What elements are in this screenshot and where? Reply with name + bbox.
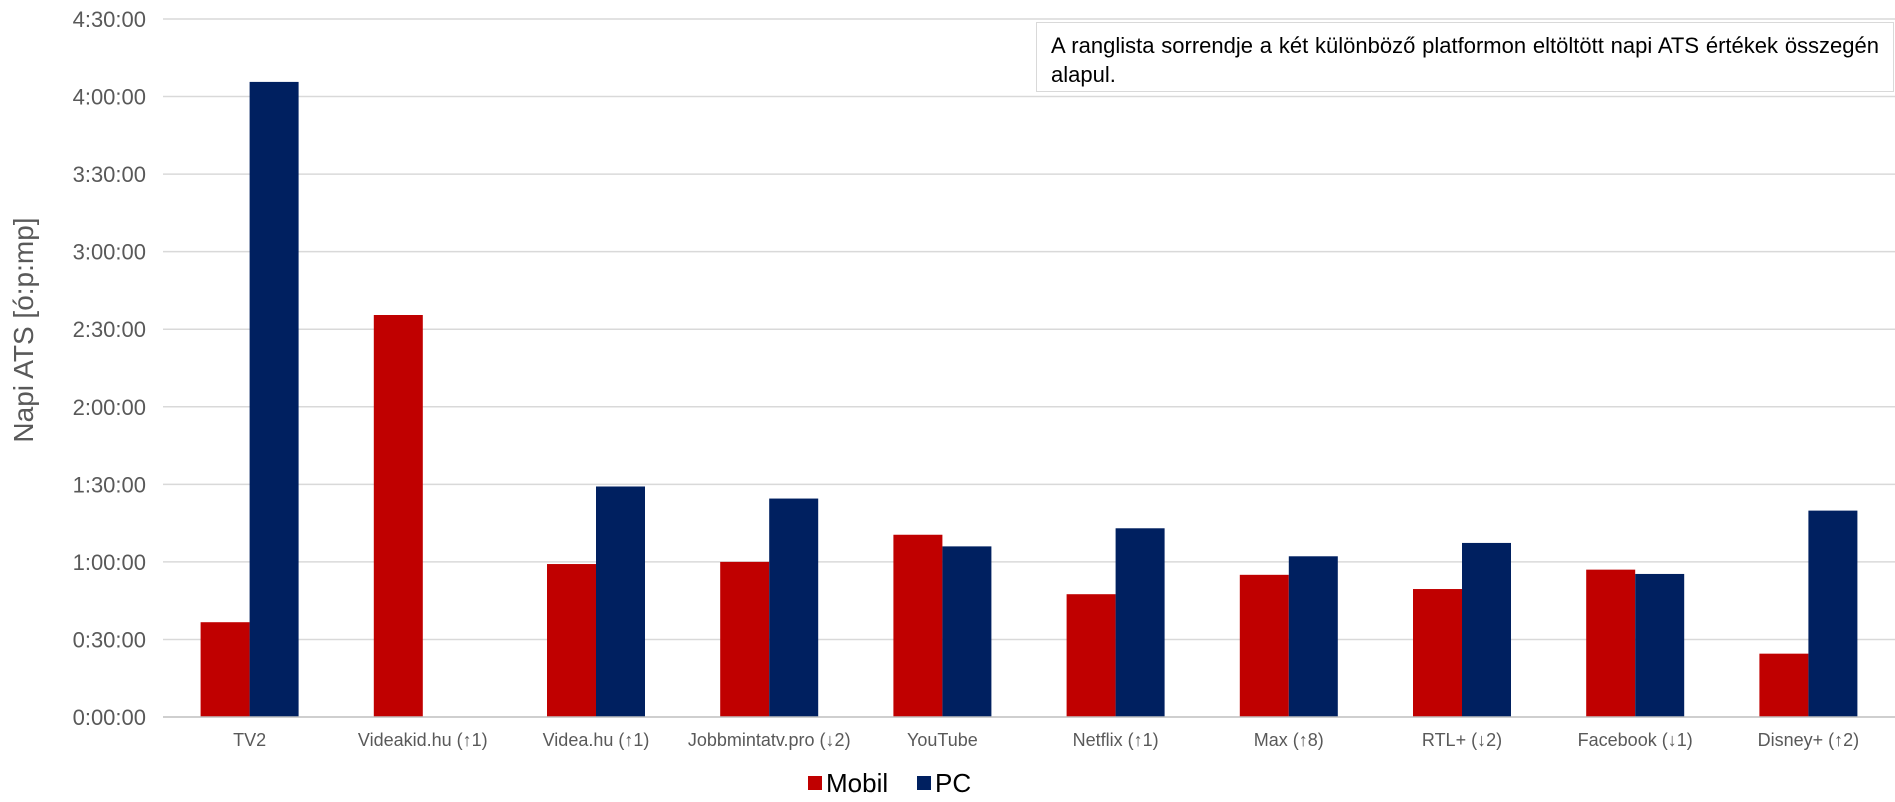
bar-pc (1288, 556, 1338, 717)
x-axis-tick-labels: TV2 Videakid.hu (↑1) Videa.hu (↑1) Jobbmint… (233, 730, 1859, 750)
x-tick-label: Netflix (↑1) (1073, 730, 1159, 750)
y-tick-label: 3:00:00 (73, 240, 146, 265)
x-tick-label: YouTube (907, 730, 978, 750)
y-axis-tick-labels: 0:00:00 0:30:00 1:00:00 1:30:00 2:00:00 2:30:… (73, 7, 146, 730)
chart-note: A ranglista sorrendje a két különböző pl… (1036, 22, 1894, 92)
y-tick-label: 1:00:00 (73, 550, 146, 575)
y-tick-label: 0:00:00 (73, 705, 146, 730)
y-tick-label: 4:00:00 (73, 85, 146, 110)
legend-label-pc: PC (935, 768, 971, 798)
legend-swatch-pc (917, 776, 931, 790)
bar-mobil (1239, 574, 1289, 717)
x-tick-label: RTL+ (↓2) (1422, 730, 1502, 750)
gridlines (163, 18, 1895, 641)
x-tick-label: Videakid.hu (↑1) (358, 730, 488, 750)
bar-mobil (1759, 653, 1809, 717)
x-tick-label: Jobbmintatv.pro (↓2) (688, 730, 851, 750)
bar-mobil (720, 561, 770, 717)
bars (200, 81, 1858, 717)
y-tick-label: 0:30:00 (73, 627, 146, 652)
bar-pc (1635, 573, 1685, 717)
bar-pc (249, 81, 299, 717)
legend-swatch-mobil (808, 776, 822, 790)
legend: Mobil PC (808, 768, 971, 798)
x-tick-label: Disney+ (↑2) (1758, 730, 1860, 750)
x-tick-label: Max (↑8) (1254, 730, 1324, 750)
y-tick-label: 3:30:00 (73, 162, 146, 187)
x-tick-label: Facebook (↓1) (1578, 730, 1693, 750)
bar-mobil (200, 622, 250, 717)
bar-mobil (547, 564, 596, 717)
y-tick-label: 2:30:00 (73, 317, 146, 342)
x-tick-label: TV2 (233, 730, 266, 750)
legend-label-mobil: Mobil (826, 768, 888, 798)
bar-pc (1115, 528, 1165, 717)
x-tick-label: Videa.hu (↑1) (543, 730, 650, 750)
bar-pc (769, 498, 819, 717)
bar-pc (942, 546, 992, 717)
bar-mobil (373, 315, 423, 717)
bar-mobil (1413, 589, 1462, 717)
y-tick-label: 1:30:00 (73, 472, 146, 497)
bar-mobil (893, 534, 943, 717)
bar-pc (1462, 542, 1511, 717)
bar-pc (1808, 510, 1858, 717)
y-tick-label: 4:30:00 (73, 7, 146, 32)
bar-mobil (1586, 569, 1636, 717)
bar-pc (596, 486, 645, 717)
y-tick-label: 2:00:00 (73, 395, 146, 420)
bar-mobil (1066, 594, 1116, 717)
y-axis-label: Napi ATS [ó:p:mp] (8, 217, 39, 442)
